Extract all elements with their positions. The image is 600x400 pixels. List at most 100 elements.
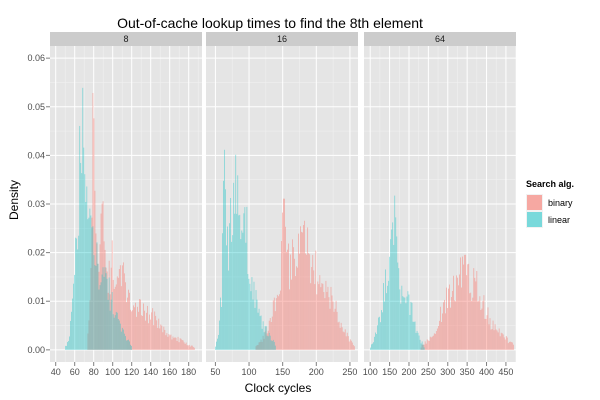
histogram-bar-binary [179,338,181,350]
histogram-bar-binary [313,270,315,350]
series-linear [65,87,132,350]
histogram-bar-binary [309,254,311,350]
histogram-bar-linear [413,321,415,350]
histogram-bar-binary [280,241,282,350]
histogram-bar-binary [347,336,349,350]
histogram-bar-binary [440,306,441,350]
histogram-bar-linear [112,314,114,350]
histogram-bar-binary [150,319,152,350]
histogram-bar-binary [509,341,511,350]
y-tick-label: 0.05 [27,102,45,112]
histogram-bar-linear [231,241,233,350]
x-tick-label: 150 [275,367,290,377]
histogram-bar-binary [156,320,158,350]
histogram-bar-binary [176,341,178,350]
histogram-bar-binary [431,336,433,350]
histogram-bar-linear [226,245,227,350]
histogram-bar-binary [177,336,179,350]
histogram-bar-linear [111,292,113,350]
histogram-bar-linear [86,186,88,350]
histogram-bar-binary [454,300,455,350]
histogram-bar-binary [100,213,102,350]
histogram-bar-linear [271,341,273,350]
histogram-bar-binary [343,332,345,350]
histogram-bar-binary [495,329,497,350]
histogram-bar-binary [462,256,464,350]
histogram-bar-binary [501,333,503,350]
histogram-bar-binary [474,277,476,350]
histogram-bar-linear [385,269,386,350]
histogram-bar-linear [407,291,409,350]
histogram-bar-binary [284,198,285,350]
x-tick-label: 180 [181,367,196,377]
y-tick-label: 0.03 [27,199,45,209]
histogram-bar-binary [442,313,443,350]
histogram-bar-binary [320,287,322,350]
histogram-bar-binary [118,268,120,350]
x-tick-label: 100 [242,367,257,377]
histogram-bar-binary [147,305,148,350]
legend-label-linear: linear [548,215,570,225]
histogram-bar-linear [419,339,421,350]
histogram-bar-binary [170,334,172,350]
histogram-bar-binary [322,283,324,350]
x-tick-label: 160 [162,367,177,377]
histogram-bar-binary [168,334,170,350]
x-tick-label: 120 [124,367,139,377]
histogram-bar-linear [230,197,232,350]
histogram-bar-binary [478,300,480,350]
histogram-bar-binary [274,311,276,350]
histogram-bar-binary [428,340,430,350]
histogram-bar-binary [476,270,478,350]
histogram-bar-binary [433,333,435,350]
histogram-bar-binary [438,320,440,350]
histogram-bar-binary [447,308,448,350]
histogram-bar-binary [169,335,171,350]
histogram-bar-linear [370,347,371,350]
facet-panel-64: 64 100 150 200 250 300 350 400 450 [363,32,516,377]
histogram-bar-binary [314,284,316,350]
histogram-bar-linear [270,340,272,350]
histogram-bar-linear [80,162,82,350]
histogram-bar-linear [386,293,388,350]
histogram-bar-binary [316,294,318,350]
x-axis-title: Clock cycles [245,381,312,395]
histogram-bar-binary [484,318,486,350]
histogram-bar-binary [434,333,436,350]
histogram-bar-linear [228,270,230,350]
histogram-bar-linear [246,206,248,350]
legend-swatch-binary [527,195,542,210]
histogram-bar-linear [123,333,125,350]
histogram-bar-linear [119,323,121,350]
x-tick-label: 450 [498,367,513,377]
histogram-bar-binary [494,324,496,350]
histogram-bar-binary [487,307,489,350]
histogram-bar-linear [99,285,101,350]
histogram-bar-linear [118,320,120,350]
histogram-bar-linear [234,213,236,350]
histogram-bar-binary [341,327,343,350]
histogram-bar-binary [277,296,279,350]
histogram-bar-linear [409,314,411,350]
histogram-bar-binary [148,323,150,350]
histogram-bar-binary [467,264,469,350]
histogram-bar-linear [376,334,377,350]
histogram-bar-binary [479,296,481,350]
histogram-bar-linear [267,336,269,350]
histogram-bar-linear [68,340,69,350]
x-tick-label: 50 [210,367,220,377]
histogram-bar-binary [130,309,131,350]
histogram-bar-linear [77,249,79,350]
histogram-bar-binary [163,326,165,350]
histogram-bar-linear [69,336,70,350]
histogram-bar-binary [145,320,146,350]
histogram-bar-linear [422,344,424,350]
histogram-bar-linear [263,332,265,350]
histogram-bar-linear [95,265,97,350]
histogram-bar-linear [97,263,99,350]
histogram-bar-binary [172,336,174,350]
histogram-bar-linear [381,310,382,350]
histogram-bar-binary [161,325,163,350]
histogram-bar-binary [468,263,470,350]
histogram-bar-linear [217,338,218,350]
